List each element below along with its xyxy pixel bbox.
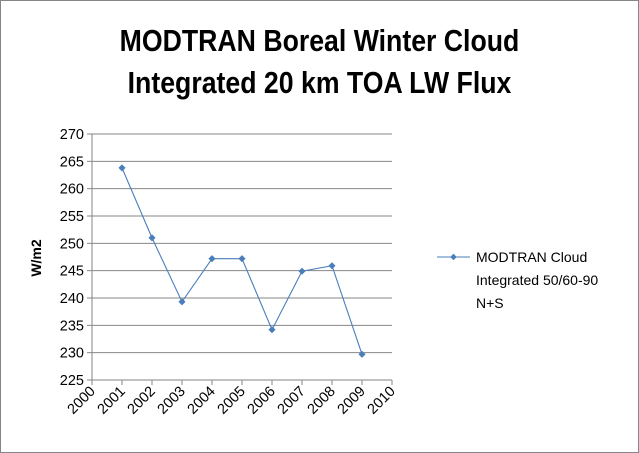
y-tick-label: 225 xyxy=(60,373,84,389)
x-tick-label: 2002 xyxy=(125,384,159,418)
data-point xyxy=(238,254,246,263)
chart-title-line-1: MODTRAN Boreal Winter Cloud xyxy=(119,23,520,58)
x-tick-label: 2004 xyxy=(185,384,219,418)
y-tick-label: 240 xyxy=(60,291,84,307)
x-tick-label: 2005 xyxy=(215,384,249,418)
y-tick-label: 270 xyxy=(60,127,84,143)
data-point xyxy=(298,267,306,275)
y-tick-label: 250 xyxy=(60,236,84,252)
x-tick-label: 2007 xyxy=(275,384,309,418)
gridlines xyxy=(92,133,392,354)
series-group xyxy=(118,164,366,358)
data-point xyxy=(118,164,126,172)
chart-title: MODTRAN Boreal Winter Cloud Integrated 2… xyxy=(45,20,595,104)
y-tick-label: 245 xyxy=(60,264,84,280)
y-axis-label: W/m2 xyxy=(28,239,44,277)
x-tick-label: 2010 xyxy=(365,384,399,418)
data-point xyxy=(208,254,216,263)
y-tick-label: 235 xyxy=(60,318,84,334)
y-tick-label: 255 xyxy=(60,209,84,225)
x-tick-label: 2003 xyxy=(155,384,189,418)
legend-label: N+S xyxy=(476,295,504,311)
y-tick-labels: 225 230 235 240 245 250 255 260 265 270 xyxy=(60,127,84,389)
data-point xyxy=(178,298,186,306)
data-point xyxy=(148,234,156,242)
data-point xyxy=(268,326,276,334)
x-tick-label: 2009 xyxy=(335,384,369,418)
x-tick-label: 2001 xyxy=(95,384,129,418)
y-tick-label: 260 xyxy=(60,182,84,198)
legend-label: MODTRAN Cloud xyxy=(476,249,587,265)
y-tick-label: 265 xyxy=(60,154,84,170)
y-tick-label: 230 xyxy=(60,346,84,362)
data-point xyxy=(328,262,336,270)
legend-marker xyxy=(450,253,457,261)
x-tick-label: 2008 xyxy=(305,384,339,418)
legend: MODTRAN Cloud Integrated 50/60-90 N+S xyxy=(437,249,598,311)
data-point xyxy=(358,350,366,358)
x-tick-labels: 2000200120022003200420052006200720082009… xyxy=(65,384,399,418)
axes xyxy=(87,133,393,385)
x-tick-label: 2006 xyxy=(245,384,279,418)
chart-title-line-2: Integrated 20 km TOA LW Flux xyxy=(127,65,512,100)
legend-label: Integrated 50/60-90 xyxy=(476,272,598,288)
